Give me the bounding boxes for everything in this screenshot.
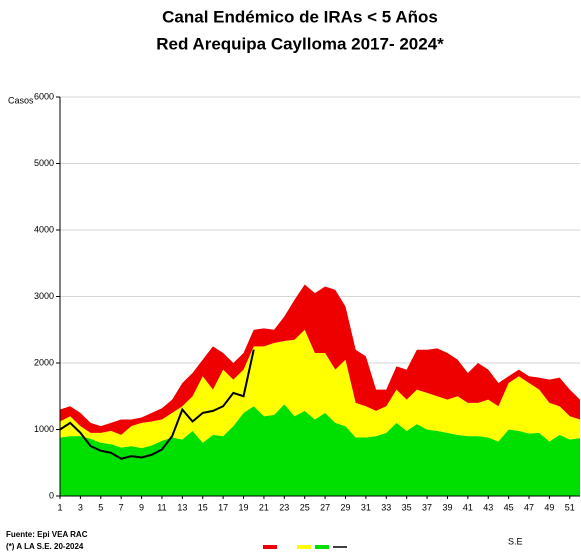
x-tick-label: 27 (320, 502, 330, 512)
x-tick-label: 21 (259, 502, 269, 512)
legend-swatch (263, 545, 277, 549)
y-axis-label: Casos (8, 95, 34, 105)
x-tick-label: 31 (361, 502, 371, 512)
x-tick-label: 51 (565, 502, 575, 512)
x-tick-label: 37 (422, 502, 432, 512)
line (59, 349, 255, 460)
x-axis-label: S.E (508, 536, 523, 546)
x-tick-label: 13 (177, 502, 187, 512)
x-tick-label: 23 (279, 502, 289, 512)
x-tick-label: 11 (157, 502, 166, 512)
x-tick-label: 29 (340, 502, 350, 512)
legend (263, 545, 347, 549)
y-tick-label: 2000 (34, 357, 54, 367)
x-tick-label: 9 (139, 502, 144, 512)
legend-swatch (297, 545, 311, 549)
x-tick-label: 33 (381, 502, 391, 512)
area-band (60, 404, 580, 496)
x-tick-label: 43 (483, 502, 493, 512)
x-tick-label: 15 (198, 502, 208, 512)
x-tick-label: 39 (442, 502, 452, 512)
x-tick-label: 25 (300, 502, 310, 512)
note: (*) A LA S.E. 20-2024 (6, 542, 84, 551)
x-tick-label: 1 (57, 502, 62, 512)
plot (59, 284, 580, 496)
chart-title: Canal Endémico de IRAs < 5 Años (162, 7, 438, 26)
y-tick-label: 3000 (34, 291, 54, 301)
x-tick-label: 35 (402, 502, 412, 512)
x-tick-label: 49 (544, 502, 554, 512)
x-tick-label: 5 (98, 502, 103, 512)
legend-swatch (315, 545, 329, 549)
x-tick-label: 17 (218, 502, 228, 512)
x-tick-label: 7 (119, 502, 124, 512)
chart-subtitle: Red Arequipa Caylloma 2017- 2024* (156, 34, 444, 53)
x-tick-label: 47 (524, 502, 534, 512)
y-tick-label: 4000 (34, 224, 54, 234)
x-tick-label: 41 (463, 502, 473, 512)
x-tick-label: 19 (239, 502, 249, 512)
y-tick-label: 6000 (34, 91, 54, 101)
source: Fuente: Epi VEA RAC (6, 530, 88, 539)
area-band (60, 284, 580, 435)
y-tick-label: 0 (49, 490, 54, 500)
y-tick-label: 5000 (34, 158, 54, 168)
x-tick-label: 3 (78, 502, 83, 512)
y-tick-label: 1000 (34, 424, 54, 434)
x-tick-label: 45 (504, 502, 514, 512)
